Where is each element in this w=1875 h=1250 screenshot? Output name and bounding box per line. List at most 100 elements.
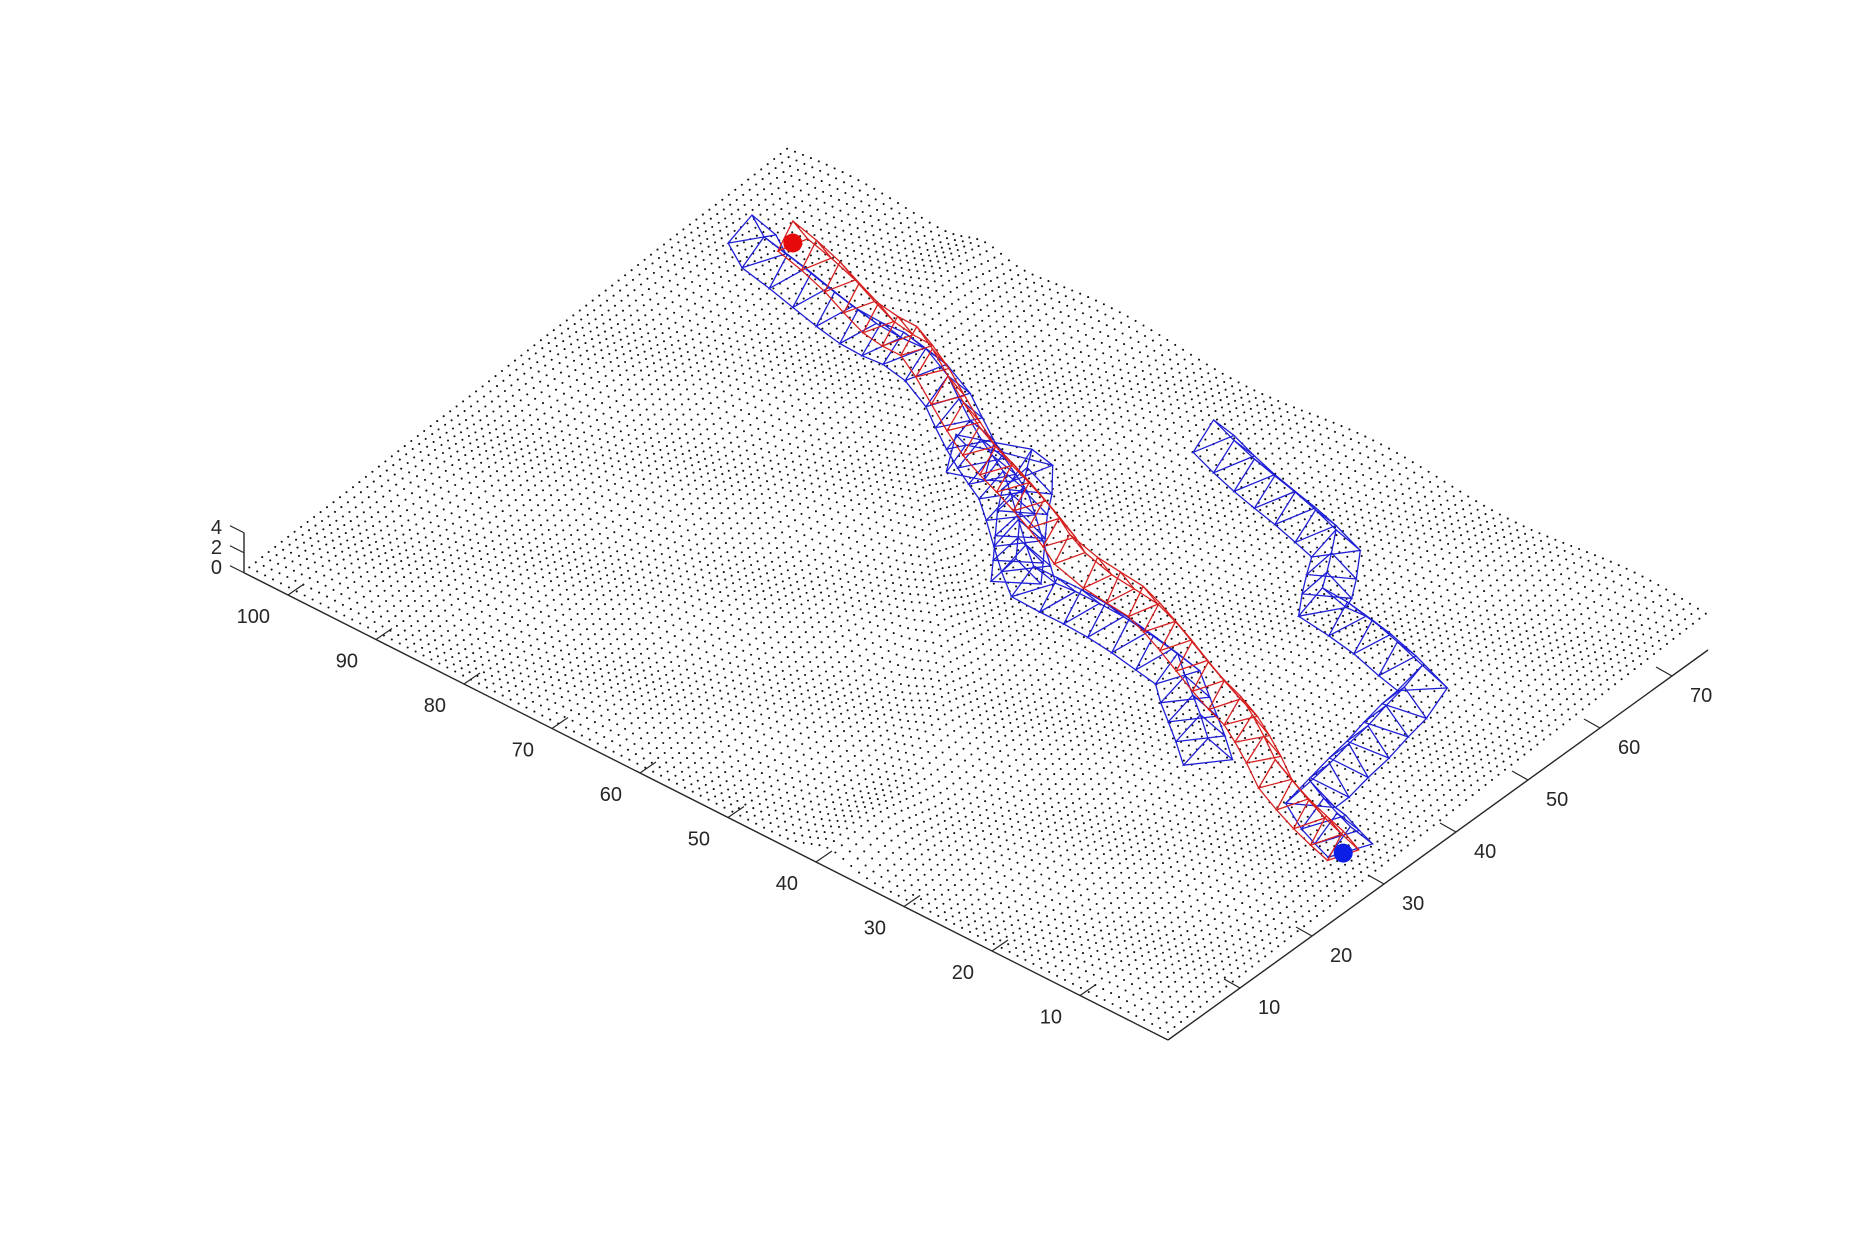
surface-point	[946, 734, 949, 737]
surface-point	[749, 791, 752, 794]
surface-point	[859, 608, 862, 611]
surface-point	[908, 637, 911, 640]
surface-point	[552, 553, 555, 556]
surface-point	[1212, 995, 1215, 998]
surface-point	[1108, 892, 1111, 895]
surface-point	[716, 484, 719, 487]
surface-point	[946, 639, 949, 642]
surface-point	[939, 791, 942, 794]
surface-point	[710, 542, 713, 545]
surface-point	[1026, 930, 1029, 933]
surface-point	[1184, 956, 1187, 959]
surface-point	[583, 697, 586, 700]
surface-point	[877, 682, 880, 685]
surface-point	[701, 527, 704, 531]
surface-point	[1123, 759, 1126, 762]
surface-point	[621, 486, 625, 489]
surface-point	[562, 705, 565, 708]
surface-point	[428, 560, 432, 563]
surface-point	[973, 681, 976, 684]
surface-point	[864, 778, 867, 781]
surface-point	[1078, 976, 1081, 979]
surface-point	[912, 753, 915, 756]
surface-point	[1031, 819, 1034, 822]
surface-point	[856, 591, 859, 594]
surface-point	[952, 680, 955, 683]
surface-point	[944, 775, 947, 778]
surface-point	[570, 576, 573, 579]
surface-point	[948, 807, 951, 810]
surface-point	[504, 440, 507, 443]
surface-point	[1153, 673, 1157, 676]
surface-point	[723, 532, 726, 535]
surface-point	[561, 564, 564, 568]
surface-point	[489, 667, 492, 670]
surface-point	[1178, 831, 1181, 834]
surface-point	[552, 426, 555, 429]
surface-point	[931, 784, 934, 787]
surface-point	[740, 639, 743, 642]
surface-point	[881, 886, 884, 889]
surface-point	[712, 788, 715, 791]
surface-point	[1070, 972, 1073, 975]
surface-point	[487, 560, 491, 564]
surface-point	[1301, 915, 1304, 918]
surface-point	[472, 423, 475, 426]
surface-point	[475, 667, 478, 670]
surface-point	[1190, 858, 1193, 862]
surface-point	[978, 852, 981, 855]
surface-point	[910, 699, 913, 702]
surface-point	[984, 800, 987, 803]
surface-point	[1117, 672, 1120, 676]
surface-point	[495, 385, 499, 388]
surface-point	[618, 420, 621, 423]
surface-point	[1133, 774, 1136, 777]
surface-point	[1222, 781, 1225, 784]
surface-point	[567, 690, 570, 693]
surface-point	[694, 625, 697, 628]
surface-point	[406, 461, 409, 465]
surface-point	[937, 584, 941, 587]
surface-point	[619, 698, 622, 701]
surface-point	[744, 803, 747, 806]
surface-point	[1232, 943, 1235, 946]
surface-point	[725, 586, 728, 589]
surface-point	[1033, 826, 1036, 829]
surface-point	[1378, 805, 1381, 808]
surface-point	[389, 541, 392, 544]
surface-point	[1280, 740, 1283, 743]
surface-point	[842, 730, 846, 733]
surface-point	[1062, 968, 1065, 972]
surface-point	[421, 605, 424, 608]
surface-point	[768, 678, 771, 682]
surface-point	[1081, 857, 1085, 860]
surface-point	[535, 408, 538, 411]
surface-point	[837, 661, 841, 664]
surface-point	[484, 490, 487, 493]
surface-point	[903, 561, 906, 564]
surface-point	[913, 713, 916, 716]
surface-point	[1159, 896, 1162, 900]
surface-point	[1177, 870, 1180, 873]
surface-point	[310, 587, 313, 590]
surface-point	[647, 601, 650, 604]
surface-point	[750, 799, 753, 802]
surface-point	[806, 689, 810, 692]
surface-point	[736, 607, 739, 611]
surface-point	[613, 577, 617, 581]
surface-point	[744, 612, 747, 615]
surface-point	[918, 601, 921, 604]
surface-point	[1131, 763, 1134, 766]
surface-point	[627, 617, 630, 620]
surface-point	[958, 715, 961, 718]
surface-point	[1069, 648, 1072, 652]
surface-point	[943, 911, 946, 914]
surface-point	[1120, 924, 1123, 927]
surface-point	[799, 780, 802, 783]
surface-point	[658, 677, 661, 680]
surface-point	[786, 693, 789, 696]
surface-point	[642, 617, 645, 620]
surface-point	[1303, 925, 1306, 928]
surface-point	[618, 690, 621, 693]
surface-point	[1101, 664, 1104, 668]
